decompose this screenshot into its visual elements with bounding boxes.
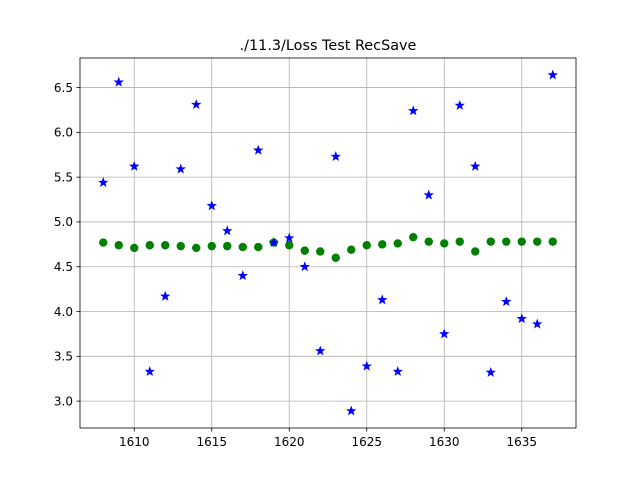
circle-marker-point bbox=[455, 237, 464, 246]
star-marker-point bbox=[516, 313, 527, 324]
star-marker-point bbox=[532, 318, 543, 329]
circle-marker-point bbox=[533, 237, 542, 246]
chart-title: ./11.3/Loss Test RecSave bbox=[240, 38, 417, 54]
star-marker-point bbox=[408, 105, 419, 116]
star-marker-point bbox=[485, 366, 496, 377]
x-tick-label: 1615 bbox=[196, 435, 227, 449]
series-layer bbox=[98, 69, 558, 416]
y-tick-label: 4.5 bbox=[54, 260, 73, 274]
y-tick-label: 5.0 bbox=[54, 215, 73, 229]
circle-marker-point bbox=[440, 239, 449, 248]
star-marker-point bbox=[501, 296, 512, 307]
star-marker-point bbox=[98, 177, 109, 187]
star-marker-point bbox=[470, 160, 481, 171]
x-tick-label: 1610 bbox=[119, 435, 150, 449]
y-tick-label: 3.0 bbox=[54, 394, 73, 408]
circle-marker-point bbox=[471, 247, 480, 256]
star-marker-point bbox=[315, 345, 326, 356]
circle-marker-point bbox=[362, 241, 371, 250]
circle-marker-point bbox=[161, 241, 170, 250]
x-tick-label: 1625 bbox=[351, 435, 382, 449]
circle-marker-point bbox=[316, 247, 325, 256]
circle-marker-point bbox=[331, 253, 340, 262]
circle-marker-point bbox=[424, 237, 433, 246]
star-marker-point bbox=[346, 405, 357, 416]
y-tick-label: 5.5 bbox=[54, 170, 73, 184]
x-tick-label: 1630 bbox=[429, 435, 460, 449]
circle-marker-point bbox=[254, 242, 263, 252]
circle-marker-point bbox=[207, 241, 216, 251]
star-marker-point bbox=[129, 160, 140, 171]
star-marker-point bbox=[191, 99, 202, 110]
circle-marker-point bbox=[130, 243, 139, 253]
star-marker-point bbox=[175, 163, 186, 174]
circle-marker-point bbox=[517, 237, 526, 246]
circle-marker-point bbox=[409, 232, 418, 242]
star-marker-point bbox=[392, 366, 403, 376]
star-marker-point bbox=[454, 100, 465, 110]
circle-marker-point bbox=[486, 237, 495, 246]
star-marker-point bbox=[299, 261, 310, 272]
star-marker-point bbox=[253, 144, 264, 155]
circle-marker-point bbox=[176, 241, 185, 251]
plot-frame bbox=[79, 57, 577, 429]
plot-area bbox=[80, 58, 576, 428]
star-marker-point bbox=[222, 225, 233, 236]
circle-marker-point bbox=[145, 241, 154, 250]
circle-marker-point bbox=[378, 240, 387, 249]
star-marker-point bbox=[377, 294, 388, 305]
circle-marker-point bbox=[285, 241, 294, 250]
circle-marker-point bbox=[347, 245, 356, 254]
circle-marker-point bbox=[300, 246, 309, 255]
circle-marker-point bbox=[192, 243, 201, 253]
y-tick-label: 3.5 bbox=[54, 350, 73, 364]
y-tick-label: 6.0 bbox=[54, 126, 73, 140]
circle-marker-point bbox=[502, 237, 511, 246]
y-tick-label: 4.0 bbox=[54, 305, 73, 319]
star-marker-point bbox=[439, 328, 450, 339]
star-marker-point bbox=[237, 270, 248, 281]
axis-layer: 1610 1615 1620 1625 1630 1635 3.0 3.5 4.0 4.5 5.0 5… bbox=[54, 81, 537, 449]
circle-marker-point bbox=[548, 237, 557, 246]
circle-marker-point bbox=[393, 239, 402, 248]
star-marker-point bbox=[423, 189, 434, 200]
circle-marker-point bbox=[99, 238, 108, 247]
star-marker-point bbox=[268, 237, 279, 247]
star-marker-point bbox=[160, 290, 171, 301]
star-marker-point bbox=[144, 366, 155, 376]
star-marker-point bbox=[284, 232, 295, 243]
x-tick-label: 1635 bbox=[506, 435, 537, 449]
y-tick-label: 6.5 bbox=[54, 81, 73, 95]
star-marker-point bbox=[113, 76, 124, 87]
star-marker-point bbox=[330, 151, 341, 161]
x-tick-label: 1620 bbox=[274, 435, 305, 449]
star-marker-point bbox=[361, 360, 372, 371]
star-marker-point bbox=[206, 200, 217, 211]
circle-marker-point bbox=[114, 241, 123, 250]
circle-marker-point bbox=[223, 241, 232, 251]
star-marker-point bbox=[547, 69, 558, 80]
circle-marker-point bbox=[238, 242, 247, 252]
